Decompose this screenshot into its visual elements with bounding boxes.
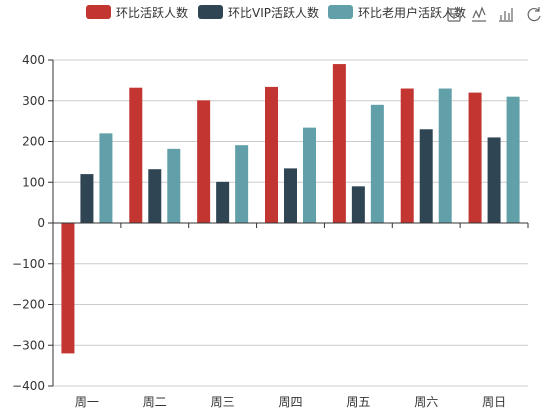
bar-1-5[interactable] xyxy=(332,64,346,223)
bar-2-1[interactable] xyxy=(80,174,94,223)
y-tick-label: −400 xyxy=(12,379,45,393)
toolbox xyxy=(447,6,541,22)
y-tick-label: 0 xyxy=(37,216,45,230)
bar-1-4[interactable] xyxy=(265,86,278,224)
bar-1-3[interactable] xyxy=(197,100,211,223)
x-tick-label: 周六 xyxy=(414,395,438,409)
bar-2-7[interactable] xyxy=(487,137,501,223)
y-tick-label: 200 xyxy=(22,135,45,149)
x-tick-label: 周三 xyxy=(211,395,235,409)
x-tick-label: 周五 xyxy=(346,395,370,409)
y-tick-label: −300 xyxy=(12,338,45,352)
bar-3-4[interactable] xyxy=(303,127,316,223)
legend-swatch xyxy=(328,5,353,19)
y-tick-label: −200 xyxy=(12,298,45,312)
restore-icon[interactable] xyxy=(527,7,541,22)
bar-2-5[interactable] xyxy=(351,186,365,223)
x-tick-label: 周日 xyxy=(482,395,506,409)
y-tick-label: 400 xyxy=(22,53,45,67)
y-tick-label: 100 xyxy=(22,175,45,189)
legend-label: 环比老用户活跃人数 xyxy=(358,5,466,20)
legend-item[interactable]: 环比活跃人数 xyxy=(86,5,188,20)
x-tick-label: 周二 xyxy=(143,395,167,409)
bar-3-3[interactable] xyxy=(235,145,249,223)
legend-item[interactable]: 环比老用户活跃人数 xyxy=(328,5,466,20)
bar-2-6[interactable] xyxy=(419,129,433,223)
legend-swatch xyxy=(86,5,111,19)
x-tick-label: 周四 xyxy=(278,395,302,409)
bar-2-3[interactable] xyxy=(216,181,230,223)
bars xyxy=(61,64,520,354)
legend-swatch xyxy=(198,5,223,19)
y-tick-label: 300 xyxy=(22,94,45,108)
bar-3-7[interactable] xyxy=(506,96,520,223)
line-chart-icon[interactable] xyxy=(472,6,486,22)
bar-3-6[interactable] xyxy=(438,88,452,224)
bar-chart-icon[interactable] xyxy=(499,8,513,22)
bar-2-4[interactable] xyxy=(284,168,297,223)
legend-label: 环比VIP活跃人数 xyxy=(228,5,319,20)
bar-3-1[interactable] xyxy=(99,133,113,223)
bar-3-2[interactable] xyxy=(167,148,181,223)
y-axis-labels: 400 300 200 100 0 −100 −200 −300 −400 xyxy=(12,53,45,393)
legend-item[interactable]: 环比VIP活跃人数 xyxy=(198,5,319,20)
bar-3-5[interactable] xyxy=(370,104,384,223)
bar-2-2[interactable] xyxy=(148,169,162,223)
bar-1-6[interactable] xyxy=(400,88,414,224)
save-image-icon[interactable] xyxy=(447,8,461,22)
bar-1-2[interactable] xyxy=(129,87,143,224)
bar-1-1[interactable] xyxy=(61,223,75,354)
y-tick-label: −100 xyxy=(12,257,45,271)
x-tick-label: 周一 xyxy=(75,395,99,409)
axes xyxy=(48,59,529,387)
legend: 环比活跃人数 环比VIP活跃人数 环比老用户活跃人数 xyxy=(86,5,466,20)
bar-1-7[interactable] xyxy=(468,92,482,223)
legend-label: 环比活跃人数 xyxy=(116,5,188,20)
x-axis-labels: 周一 周二 周三 周四 周五 周六 周日 xyxy=(75,395,506,409)
